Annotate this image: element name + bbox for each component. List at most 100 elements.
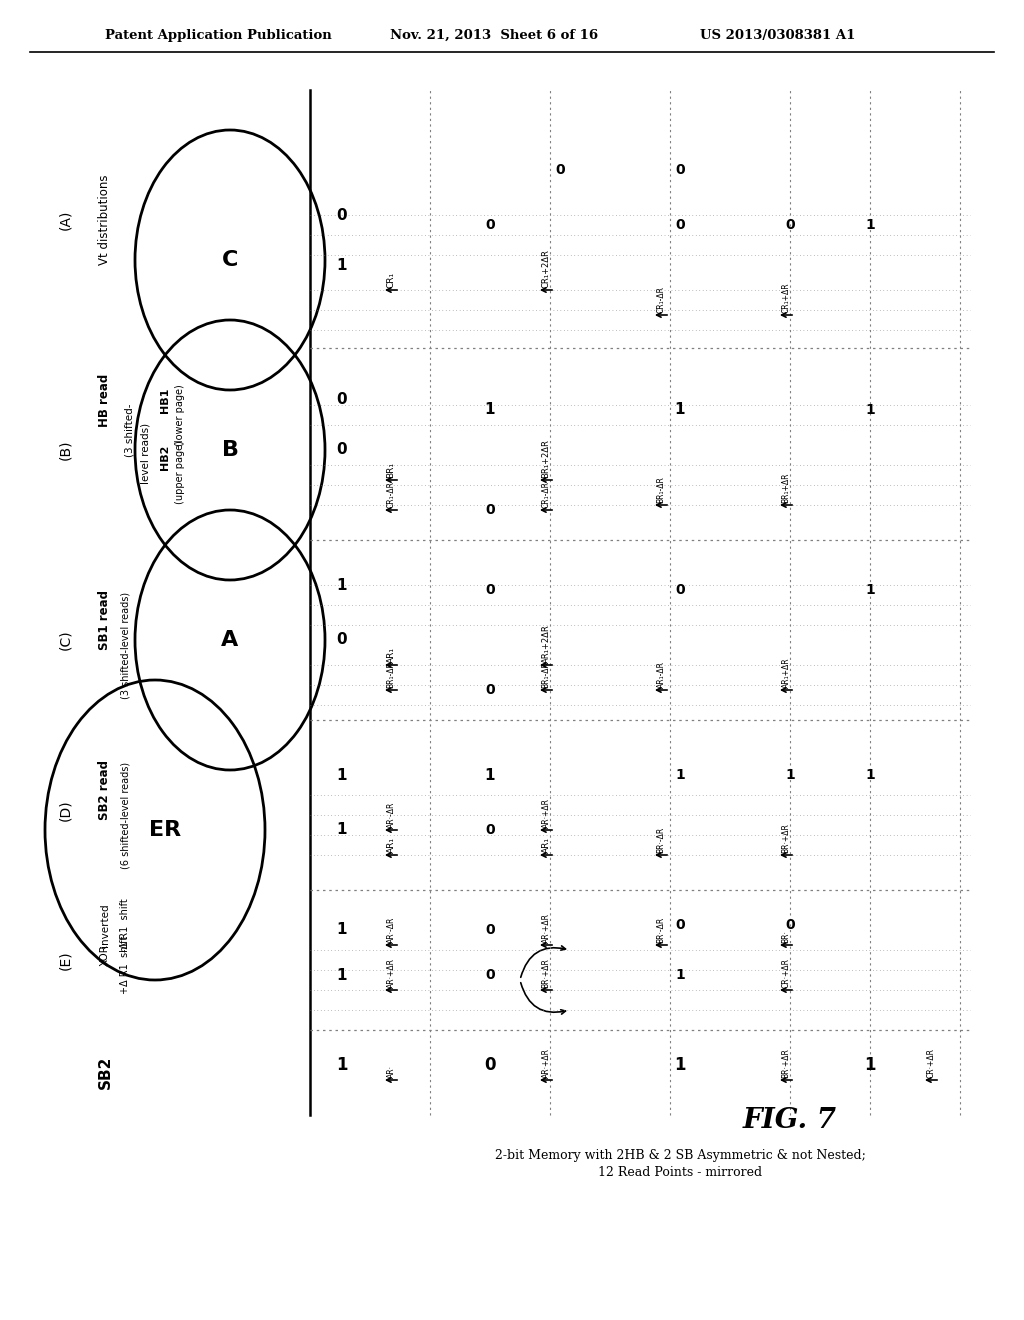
Text: CR·+ΔR: CR·+ΔR — [781, 958, 791, 987]
Text: BR·-ΔR: BR·-ΔR — [656, 826, 666, 853]
Text: 0: 0 — [337, 442, 347, 458]
Text: 1: 1 — [865, 583, 874, 597]
Text: BR·-ΔR: BR·-ΔR — [656, 917, 666, 942]
Text: 0: 0 — [485, 682, 495, 697]
Text: HB2: HB2 — [160, 445, 170, 470]
Text: 1: 1 — [865, 768, 874, 781]
Text: 1: 1 — [675, 403, 685, 417]
Text: 1: 1 — [484, 403, 496, 417]
Text: -Δ R1  shift: -Δ R1 shift — [120, 898, 130, 952]
Text: AR₁: AR₁ — [386, 647, 395, 663]
Text: XOR: XOR — [100, 944, 110, 966]
Text: HB read: HB read — [98, 374, 112, 426]
Text: (C): (C) — [58, 630, 72, 651]
Text: (B): (B) — [58, 440, 72, 461]
Text: 0: 0 — [485, 218, 495, 232]
Text: AR₁+2ΔR: AR₁+2ΔR — [542, 624, 551, 663]
Text: BR₁-ΔR: BR₁-ΔR — [542, 661, 551, 688]
Text: BR₁+ΔR: BR₁+ΔR — [781, 473, 791, 503]
Text: BR₁+2ΔR: BR₁+2ΔR — [542, 440, 551, 478]
Text: AR·+ΔR: AR·+ΔR — [542, 799, 551, 828]
Text: B: B — [221, 440, 239, 459]
Text: 0: 0 — [485, 583, 495, 597]
Text: CR₁+2ΔR: CR₁+2ΔR — [542, 249, 551, 288]
Text: BR·+ΔR: BR·+ΔR — [781, 824, 791, 853]
Text: HB1: HB1 — [160, 387, 170, 413]
FancyArrowPatch shape — [521, 982, 565, 1014]
Text: SB2: SB2 — [97, 1055, 113, 1089]
Text: FIG. 7: FIG. 7 — [743, 1106, 837, 1134]
Text: inverted: inverted — [100, 903, 110, 946]
Text: 0: 0 — [675, 917, 685, 932]
Text: AR₁: AR₁ — [386, 837, 395, 853]
Text: 0: 0 — [785, 917, 795, 932]
Text: SB2 read: SB2 read — [98, 760, 112, 820]
Text: 0: 0 — [555, 162, 565, 177]
Text: 0: 0 — [675, 218, 685, 232]
Text: 0: 0 — [337, 632, 347, 648]
Text: 0: 0 — [675, 162, 685, 177]
Text: BR₁-ΔR: BR₁-ΔR — [386, 661, 395, 688]
Text: 1: 1 — [337, 767, 347, 783]
Text: 1: 1 — [337, 822, 347, 837]
Text: AR·+ΔR: AR·+ΔR — [542, 913, 551, 942]
Text: CR₁-ΔR: CR₁-ΔR — [386, 480, 395, 508]
Text: BR·: BR· — [781, 931, 791, 942]
Text: 12 Read Points - mirrored: 12 Read Points - mirrored — [598, 1166, 762, 1179]
Text: AR₁-ΔR: AR₁-ΔR — [656, 661, 666, 688]
Text: AR·+ΔR: AR·+ΔR — [542, 1048, 551, 1078]
Text: 1: 1 — [674, 1056, 686, 1074]
Text: CR·+ΔR: CR·+ΔR — [927, 1048, 936, 1078]
Text: Nov. 21, 2013  Sheet 6 of 16: Nov. 21, 2013 Sheet 6 of 16 — [390, 29, 598, 41]
Text: AR·: AR· — [386, 1065, 395, 1078]
Text: CR₁-ΔR: CR₁-ΔR — [656, 286, 666, 313]
Text: 0: 0 — [484, 1056, 496, 1074]
Text: 0: 0 — [485, 923, 495, 937]
Text: 1: 1 — [337, 578, 347, 593]
Text: (3 shifted-: (3 shifted- — [125, 403, 135, 457]
Text: (6 shifted-level reads): (6 shifted-level reads) — [120, 762, 130, 869]
Text: ER: ER — [148, 820, 181, 840]
Text: AR·+ΔR: AR·+ΔR — [386, 958, 395, 987]
Text: 0: 0 — [337, 392, 347, 408]
Text: 0: 0 — [485, 503, 495, 517]
Text: (lower page): (lower page) — [175, 384, 185, 446]
Text: 1: 1 — [865, 403, 874, 417]
Text: Patent Application Publication: Patent Application Publication — [105, 29, 332, 41]
Text: 1: 1 — [484, 767, 496, 783]
Text: 1: 1 — [785, 768, 795, 781]
Text: CR₁: CR₁ — [386, 272, 395, 288]
Text: BR·+ΔR: BR·+ΔR — [542, 958, 551, 987]
Text: BR₁-ΔR: BR₁-ΔR — [656, 477, 666, 503]
Text: (3 shifted-level reads): (3 shifted-level reads) — [120, 591, 130, 698]
Text: BR·+ΔR: BR·+ΔR — [781, 1048, 791, 1078]
Text: (E): (E) — [58, 950, 72, 970]
Text: A: A — [221, 630, 239, 649]
Text: SB1 read: SB1 read — [98, 590, 112, 649]
Text: CR₁-ΔR: CR₁-ΔR — [542, 480, 551, 508]
Text: Vt distributions: Vt distributions — [98, 174, 112, 265]
Text: C: C — [222, 249, 239, 271]
Text: BR₁: BR₁ — [386, 462, 395, 478]
Text: 1: 1 — [336, 1056, 348, 1074]
Text: AR₁+ΔR: AR₁+ΔR — [781, 657, 791, 688]
Text: +Δ R1  shift: +Δ R1 shift — [120, 936, 130, 994]
Text: 1: 1 — [337, 923, 347, 937]
Text: 0: 0 — [675, 583, 685, 597]
Text: (D): (D) — [58, 799, 72, 821]
Text: 0: 0 — [337, 207, 347, 223]
Text: AR₁: AR₁ — [542, 837, 551, 853]
Text: AR·-ΔR: AR·-ΔR — [386, 801, 395, 828]
Text: 0: 0 — [785, 218, 795, 232]
Text: 1: 1 — [337, 257, 347, 272]
FancyArrowPatch shape — [521, 946, 565, 977]
Text: 1: 1 — [675, 968, 685, 982]
Text: 1: 1 — [675, 768, 685, 781]
Text: 0: 0 — [485, 822, 495, 837]
Text: level reads): level reads) — [140, 422, 150, 483]
Text: 1: 1 — [337, 968, 347, 982]
Text: 2-bit Memory with 2HB & 2 SB Asymmetric & not Nested;: 2-bit Memory with 2HB & 2 SB Asymmetric … — [495, 1148, 865, 1162]
Text: (A): (A) — [58, 210, 72, 230]
Text: US 2013/0308381 A1: US 2013/0308381 A1 — [700, 29, 855, 41]
Text: CR₁+ΔR: CR₁+ΔR — [781, 282, 791, 313]
